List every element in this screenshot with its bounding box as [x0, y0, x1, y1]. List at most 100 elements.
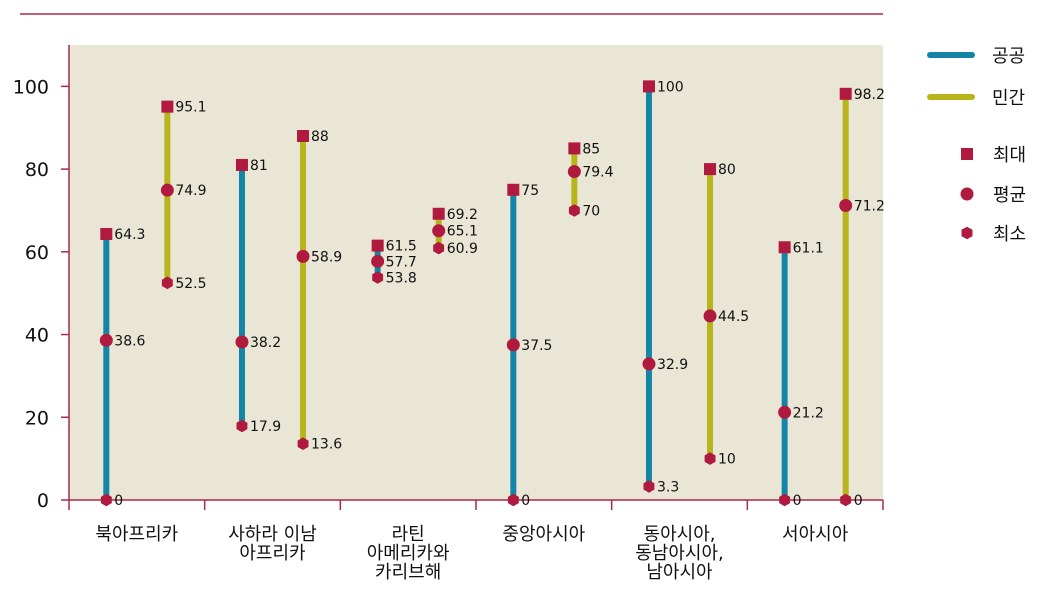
- min-marker: [779, 493, 791, 507]
- value-label: 95.1: [175, 100, 206, 116]
- range-group: 61.557.753.8: [371, 239, 417, 286]
- max-marker: [568, 142, 581, 155]
- category-label: 동남아시아,: [635, 543, 724, 564]
- max-marker: [297, 130, 310, 142]
- value-label: 100: [657, 79, 684, 95]
- min-marker: [568, 204, 580, 217]
- legend-max-marker: [961, 148, 973, 160]
- value-label: 0: [854, 493, 863, 509]
- series-layer: 64.3 38.6 0 81 38.2 17.9 61.557.753.8 75 37.5 0 10…: [99, 79, 885, 509]
- max-marker: [235, 158, 248, 171]
- min-marker: [704, 452, 716, 465]
- value-label: 0: [793, 493, 802, 509]
- avg-marker: [839, 198, 853, 212]
- value-label: 52.5: [175, 276, 206, 292]
- value-label: 0: [114, 493, 123, 509]
- value-label: 64.3: [114, 227, 145, 243]
- value-label: 32.9: [657, 357, 688, 373]
- max-marker: [778, 241, 791, 254]
- range-group: 81 38.2 17.9: [235, 158, 281, 435]
- value-label: 0: [521, 493, 530, 509]
- range-group: 98.2 71.2 0: [839, 87, 885, 509]
- category-label: 아메리카와: [367, 543, 450, 564]
- y-tick-label: 0: [37, 490, 49, 512]
- min-marker: [100, 493, 112, 507]
- avg-marker: [99, 333, 113, 347]
- value-label: 69.2: [447, 207, 478, 223]
- max-marker: [507, 183, 520, 196]
- category-label: 서아시아: [782, 524, 849, 545]
- avg-marker: [371, 254, 385, 268]
- avg-marker: [432, 224, 446, 238]
- category-label: 카리브해: [375, 562, 441, 583]
- value-label: 81: [250, 158, 268, 174]
- value-label: 21.2: [793, 405, 824, 421]
- value-label: 61.1: [793, 240, 824, 256]
- max-marker: [839, 87, 852, 100]
- min-marker: [840, 493, 852, 507]
- avg-marker: [642, 357, 656, 371]
- value-label: 58.9: [311, 249, 342, 265]
- max-marker: [161, 100, 174, 113]
- range-group: 61.1 21.2 0: [778, 240, 824, 509]
- min-marker: [433, 241, 445, 255]
- category-label: 아프리카: [239, 543, 305, 564]
- max-marker: [100, 228, 113, 241]
- legend-label: 공공: [992, 46, 1025, 67]
- plot-area: [69, 45, 883, 500]
- value-label: 38.6: [114, 333, 145, 349]
- min-marker: [507, 493, 519, 507]
- legend-label: 민간: [992, 88, 1025, 109]
- value-label: 88: [311, 129, 329, 145]
- min-marker: [236, 419, 248, 433]
- y-tick-label: 60: [25, 242, 49, 264]
- max-marker: [704, 163, 717, 176]
- value-label: 57.7: [386, 254, 417, 270]
- legend-min-marker: [961, 226, 973, 240]
- category-label: 남아시아: [646, 562, 713, 583]
- min-marker: [161, 276, 173, 290]
- value-label: 53.8: [386, 270, 417, 286]
- value-label: 61.5: [386, 239, 417, 255]
- avg-marker: [703, 309, 717, 323]
- range-group: 64.3 38.6 0: [99, 227, 146, 509]
- avg-marker: [567, 165, 581, 179]
- value-label: 80: [718, 162, 736, 178]
- value-label: 37.5: [521, 338, 552, 354]
- value-label: 85: [582, 141, 600, 157]
- avg-marker: [296, 249, 310, 263]
- value-label: 74.9: [175, 183, 206, 199]
- value-label: 44.5: [718, 309, 749, 325]
- value-label: 71.2: [854, 198, 885, 214]
- value-label: 65.1: [447, 224, 478, 240]
- avg-marker: [506, 338, 520, 352]
- category-label: 중앙아시아: [502, 524, 585, 545]
- legend-label: 최대: [993, 145, 1026, 166]
- value-label: 75: [521, 183, 539, 199]
- avg-marker: [778, 405, 792, 419]
- avg-marker: [235, 335, 249, 349]
- category-label: 사하라 이남: [228, 524, 317, 545]
- max-marker: [432, 207, 445, 220]
- y-tick-label: 20: [25, 407, 49, 429]
- value-label: 13.6: [311, 437, 342, 453]
- value-label: 98.2: [854, 87, 885, 103]
- category-label: 라틴: [392, 524, 425, 545]
- category-label: 북아프리카: [95, 524, 178, 545]
- y-tick-label: 100: [13, 76, 49, 98]
- min-marker: [643, 480, 655, 493]
- value-label: 70: [582, 203, 600, 219]
- range-group: 95.1 74.9 52.5: [160, 100, 207, 292]
- value-label: 3.3: [657, 479, 679, 495]
- y-tick-label: 80: [25, 159, 49, 181]
- min-marker: [372, 271, 384, 284]
- legend-avg-marker: [960, 187, 974, 201]
- y-tick-label: 40: [25, 325, 49, 347]
- avg-marker: [160, 183, 174, 197]
- min-marker: [297, 437, 309, 450]
- legend-label: 최소: [993, 224, 1026, 245]
- legend-label: 평균: [993, 185, 1026, 206]
